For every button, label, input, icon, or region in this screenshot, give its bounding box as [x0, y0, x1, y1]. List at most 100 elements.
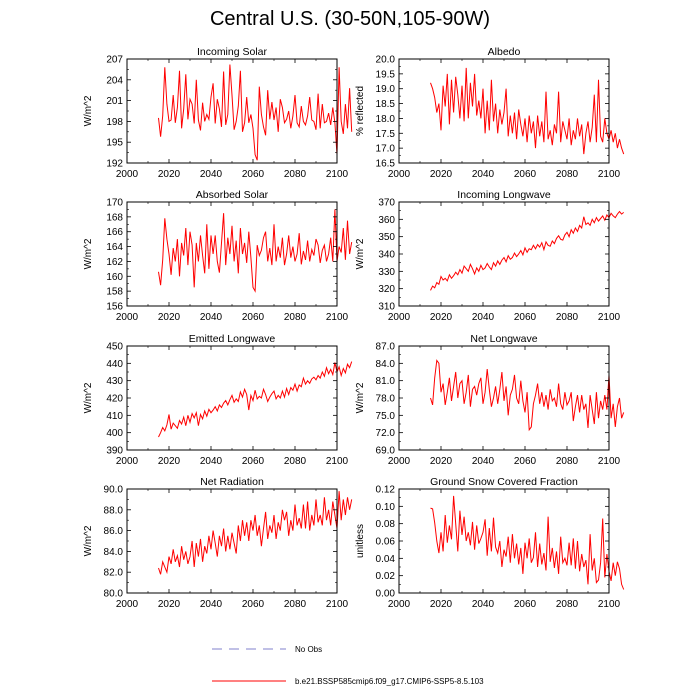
y-tick-label: 400 — [106, 428, 123, 439]
x-tick-label: 2040 — [472, 169, 495, 180]
x-tick-label: 2020 — [158, 169, 181, 180]
y-tick-label: 320 — [378, 284, 395, 295]
plot-frame — [126, 201, 338, 307]
x-tick-label: 2000 — [388, 312, 411, 323]
x-tick-label: 2060 — [514, 456, 537, 467]
x-tick-label: 2100 — [326, 169, 349, 180]
panel-absorbed-solar: Absorbed Solar 156 158 160 162 164 166 168 170 20… — [83, 189, 353, 323]
y-tick-label: 450 — [106, 342, 123, 353]
panel-incoming-solar: Incoming Solar 192 195 198 201 204 207 2000 2020… — [83, 46, 353, 180]
model-series-line — [158, 491, 353, 575]
x-tick-label: 2020 — [430, 456, 453, 467]
x-tick-label: 2100 — [326, 312, 349, 323]
x-tick-label: 2000 — [116, 312, 139, 323]
y-tick-label: 72.0 — [376, 428, 396, 439]
x-tick-label: 2080 — [284, 456, 307, 467]
y-tick-label: 75.0 — [376, 411, 396, 422]
y-axis-label: W/m^2 — [83, 95, 94, 126]
y-tick-label: 81.0 — [376, 376, 396, 387]
y-tick-label: 82.0 — [104, 568, 124, 579]
model-series-line — [430, 495, 625, 590]
y-tick-label: 84.0 — [104, 547, 124, 558]
y-tick-label: 430 — [106, 376, 123, 387]
x-tick-label: 2100 — [598, 456, 621, 467]
panel-albedo: Albedo 16.5 17.0 17.5 18.0 18.5 19.0 19.5 20.0 20… — [355, 46, 625, 180]
model-series-line — [158, 64, 353, 161]
panel-title: Incoming Longwave — [457, 189, 551, 201]
y-axis-label: W/m^2 — [355, 382, 366, 413]
panel-title: Emitted Longwave — [189, 333, 276, 345]
y-tick-label: 0.06 — [376, 537, 396, 548]
plot-frame — [126, 488, 338, 594]
x-tick-label: 2020 — [158, 456, 181, 467]
x-tick-label: 2080 — [284, 312, 307, 323]
x-tick-label: 2020 — [158, 599, 181, 610]
x-tick-label: 2020 — [158, 312, 181, 323]
legend-obs-label: No Obs — [295, 645, 322, 654]
y-tick-label: 19.0 — [376, 84, 396, 95]
legend-model-label: b.e21.BSSP585cmip6.f09_g17.CMIP6-SSP5-8.… — [295, 677, 484, 686]
y-tick-label: 80.0 — [104, 589, 124, 600]
y-axis-label: % reflected — [355, 86, 366, 136]
y-tick-label: 162 — [106, 257, 123, 268]
y-tick-label: 0.04 — [376, 554, 396, 565]
y-tick-label: 201 — [106, 96, 123, 107]
x-tick-label: 2020 — [430, 312, 453, 323]
x-tick-label: 2040 — [200, 169, 223, 180]
x-tick-label: 2020 — [430, 169, 453, 180]
x-tick-label: 2000 — [388, 456, 411, 467]
x-tick-label: 2060 — [242, 456, 265, 467]
y-tick-label: 350 — [378, 232, 395, 243]
x-tick-label: 2080 — [284, 169, 307, 180]
y-tick-label: 370 — [378, 198, 395, 209]
x-tick-label: 2000 — [116, 169, 139, 180]
x-tick-label: 2000 — [388, 169, 411, 180]
y-tick-label: 86.0 — [104, 526, 124, 537]
x-tick-label: 2060 — [514, 599, 537, 610]
y-tick-label: 17.0 — [376, 144, 396, 155]
y-axis-label: W/m^2 — [83, 238, 94, 269]
y-tick-label: 156 — [106, 302, 123, 313]
y-tick-label: 0.02 — [376, 571, 396, 582]
panel-title: Ground Snow Covered Fraction — [430, 476, 578, 488]
y-tick-label: 207 — [106, 55, 123, 66]
x-tick-label: 2080 — [284, 599, 307, 610]
y-axis-label: W/m^2 — [83, 382, 94, 413]
panel-net-longwave: Net Longwave 69.0 72.0 75.0 78.0 81.0 84.0 87.0… — [355, 333, 625, 467]
y-tick-label: 440 — [106, 359, 123, 370]
model-series-line — [158, 209, 353, 293]
y-axis-label: W/m^2 — [83, 525, 94, 556]
y-tick-label: 420 — [106, 394, 123, 405]
y-tick-label: 410 — [106, 411, 123, 422]
x-tick-label: 2060 — [514, 169, 537, 180]
panel-title: Incoming Solar — [197, 46, 268, 58]
x-tick-label: 2040 — [472, 456, 495, 467]
y-tick-label: 204 — [106, 75, 123, 86]
panel-title: Absorbed Solar — [196, 189, 269, 201]
panel-emitted-longwave: Emitted Longwave 390 400 410 420 430 440 450 200… — [83, 333, 353, 467]
y-tick-label: 390 — [106, 446, 123, 457]
x-tick-label: 2020 — [430, 599, 453, 610]
panel-ground-snow-covered-fraction: Ground Snow Covered Fraction 0.00 0.02 0.04… — [355, 476, 625, 610]
x-tick-label: 2100 — [598, 599, 621, 610]
x-tick-label: 2000 — [116, 599, 139, 610]
page-title: Central U.S. (30-50N,105-90W) — [209, 8, 491, 30]
y-axis-label: W/m^2 — [355, 238, 366, 269]
y-tick-label: 18.0 — [376, 114, 396, 125]
y-axis-label: unitless — [355, 524, 366, 558]
y-tick-label: 0.08 — [376, 519, 396, 530]
legend: No Obs b.e21.BSSP585cmip6.f09_g17.CMIP6-S… — [212, 645, 484, 686]
y-tick-label: 310 — [378, 302, 395, 313]
y-tick-label: 78.0 — [376, 394, 396, 405]
y-tick-label: 0.10 — [376, 502, 396, 513]
y-tick-label: 170 — [106, 198, 123, 209]
y-tick-label: 88.0 — [104, 505, 124, 516]
x-tick-label: 2040 — [200, 312, 223, 323]
y-tick-label: 158 — [106, 287, 123, 298]
y-tick-label: 87.0 — [376, 342, 396, 353]
x-tick-label: 2040 — [200, 456, 223, 467]
y-tick-label: 166 — [106, 227, 123, 238]
x-tick-label: 2100 — [326, 456, 349, 467]
x-tick-label: 2080 — [556, 169, 579, 180]
y-tick-label: 90.0 — [104, 485, 124, 496]
